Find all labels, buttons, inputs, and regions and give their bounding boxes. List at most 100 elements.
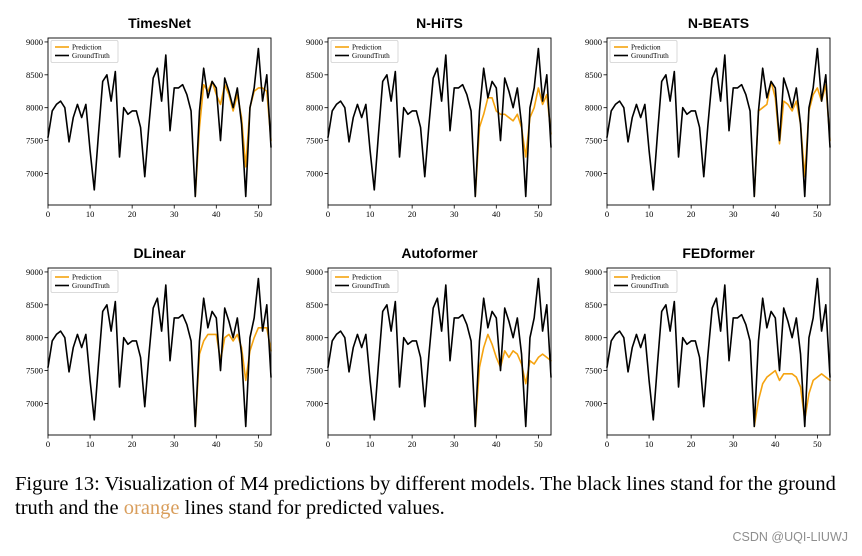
x-tick-label: 10	[645, 439, 654, 449]
x-tick-label: 30	[729, 439, 738, 449]
x-tick-label: 30	[170, 439, 179, 449]
chart-title: N-BEATS	[688, 15, 749, 31]
x-tick-label: 40	[771, 439, 780, 449]
y-tick-label: 7000	[26, 398, 43, 408]
y-tick-label: 9000	[26, 267, 43, 277]
groundtruth-line	[47, 47, 272, 198]
x-tick-label: 30	[450, 439, 459, 449]
legend-label-groundtruth: GroundTruth	[72, 52, 110, 60]
legend-box	[50, 270, 119, 293]
plot-frame	[327, 267, 552, 436]
x-tick-label: 10	[645, 209, 654, 219]
x-tick-label: 0	[46, 209, 50, 219]
x-tick-label: 10	[86, 209, 95, 219]
y-tick-label: 9000	[26, 37, 43, 47]
x-tick-label: 20	[687, 439, 696, 449]
y-tick-label: 8000	[26, 103, 43, 113]
x-tick-label: 40	[492, 439, 501, 449]
y-tick-label: 8500	[585, 300, 602, 310]
x-tick-label: 40	[771, 209, 780, 219]
y-tick-label: 7500	[306, 136, 323, 146]
x-tick-label: 50	[534, 439, 543, 449]
x-tick-label: 10	[366, 209, 375, 219]
y-tick-label: 9000	[585, 267, 602, 277]
legend-label-prediction: Prediction	[631, 273, 661, 281]
caption-line-2: truth and the orange lines stand for pre…	[15, 496, 836, 520]
legend-label-prediction: Prediction	[72, 43, 102, 51]
x-tick-label: 30	[450, 209, 459, 219]
y-tick-label: 8500	[306, 70, 323, 80]
prediction-line	[194, 327, 272, 428]
x-tick-label: 20	[408, 209, 417, 219]
y-tick-label: 8000	[306, 333, 323, 343]
chart-panel-n-beats: N-BEATS 7000 7500 8000 8500 9000 0 10 20 30 40 50 Pr…	[585, 15, 831, 219]
groundtruth-line	[327, 277, 552, 428]
plot-frame	[47, 37, 272, 206]
x-tick-label: 0	[46, 439, 50, 449]
figure-charts: TimesNet 7000 7500 8000 8500 9000 0 10 20 30 40 50 P…	[26, 15, 831, 449]
x-tick-label: 20	[128, 439, 137, 449]
chart-panel-timesnet: TimesNet 7000 7500 8000 8500 9000 0 10 20 30 40 50 P…	[26, 15, 272, 219]
legend-box	[50, 40, 119, 63]
y-tick-label: 8500	[26, 70, 43, 80]
x-tick-label: 50	[254, 209, 263, 219]
legend-box	[330, 270, 399, 293]
plot-area	[48, 38, 271, 205]
legend-label-prediction: Prediction	[352, 273, 382, 281]
y-tick-label: 7000	[585, 168, 602, 178]
prediction-line	[753, 80, 831, 198]
plot-frame	[327, 37, 552, 206]
y-tick-label: 8000	[306, 103, 323, 113]
y-tick-label: 7000	[306, 168, 323, 178]
watermark: CSDN @UQI-LIUWJ	[732, 530, 848, 544]
y-tick-label: 7000	[306, 398, 323, 408]
plot-area	[48, 268, 271, 435]
prediction-line	[753, 369, 831, 428]
y-tick-label: 8500	[306, 300, 323, 310]
x-tick-label: 40	[492, 209, 501, 219]
x-tick-label: 40	[212, 439, 221, 449]
chart-title: TimesNet	[128, 15, 191, 31]
x-tick-label: 0	[326, 439, 330, 449]
y-tick-label: 7000	[26, 168, 43, 178]
x-tick-label: 40	[212, 209, 221, 219]
chart-title: N-HiTS	[416, 15, 463, 31]
y-tick-label: 7500	[585, 136, 602, 146]
groundtruth-line	[47, 277, 272, 428]
legend-box	[609, 270, 678, 293]
plot-area	[328, 268, 551, 435]
x-tick-label: 50	[254, 439, 263, 449]
x-tick-label: 0	[605, 439, 609, 449]
legend-label-prediction: Prediction	[72, 273, 102, 281]
legend-label-groundtruth: GroundTruth	[352, 52, 390, 60]
caption-line-1: Figure 13: Visualization of M4 predictio…	[15, 473, 836, 495]
legend-label-groundtruth: GroundTruth	[631, 52, 669, 60]
legend-box	[330, 40, 399, 63]
y-tick-label: 9000	[306, 267, 323, 277]
prediction-line	[194, 80, 272, 198]
x-tick-label: 20	[128, 209, 137, 219]
chart-title: DLinear	[133, 245, 186, 261]
groundtruth-line	[606, 277, 831, 428]
x-tick-label: 10	[366, 439, 375, 449]
y-tick-label: 8000	[585, 333, 602, 343]
y-tick-label: 8000	[585, 103, 602, 113]
y-tick-label: 7500	[26, 366, 43, 376]
plot-area	[607, 38, 830, 205]
chart-panel-autoformer: Autoformer 7000 7500 8000 8500 9000 0 10 20 30 40 5…	[306, 245, 552, 449]
groundtruth-line	[327, 47, 552, 198]
legend-label-groundtruth: GroundTruth	[631, 282, 669, 290]
chart-panel-dlinear: DLinear 7000 7500 8000 8500 9000 0 10 20 30 40 50 Pr…	[26, 245, 272, 449]
legend-label-groundtruth: GroundTruth	[72, 282, 110, 290]
groundtruth-line	[606, 47, 831, 198]
y-tick-label: 8500	[585, 70, 602, 80]
x-tick-label: 50	[534, 209, 543, 219]
x-tick-label: 20	[687, 209, 696, 219]
y-tick-label: 7500	[585, 366, 602, 376]
chart-panel-fedformer: FEDformer 7000 7500 8000 8500 9000 0 10 20 30 40 50…	[585, 245, 831, 449]
y-tick-label: 7000	[585, 398, 602, 408]
